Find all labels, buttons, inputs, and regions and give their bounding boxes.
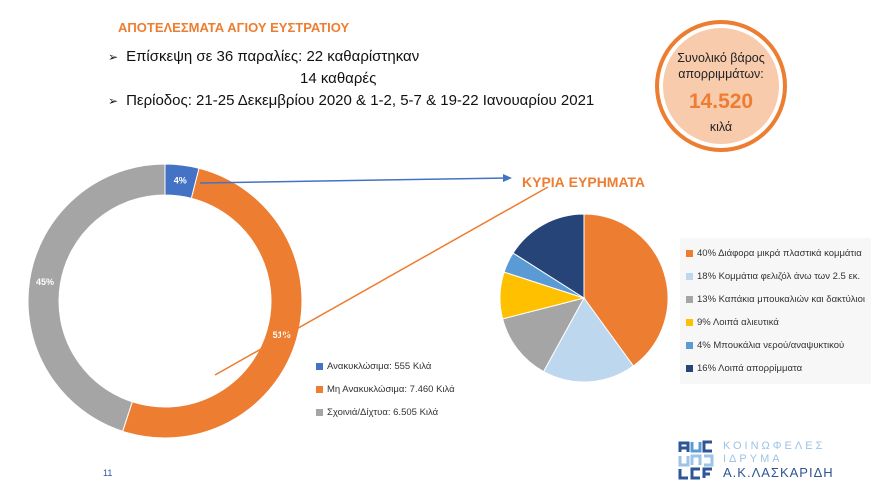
total-value: 14.520 [688,90,754,113]
legend-item: 9% Λοιπά αλιευτικά [686,311,865,334]
page-number: 11 [103,468,113,478]
logo-text: ΚΟΙΝΩΦΕΛΕΣ ΙΔΡΥΜΑ Α.Κ.ΛΑΣΚΑΡΙΔΗ [723,440,834,479]
legend-swatch [686,365,693,372]
legend-label: 16% Λοιπά απορρίμματα [697,363,803,374]
pie-slice-0 [583,213,669,367]
donut-slice-2 [27,163,166,432]
findings-title: ΚΥΡΙΑ ΕΥΡΗΜΑΤΑ [522,174,646,190]
pie-slice-5 [512,213,585,299]
legend-label: 18% Κομμάτια φελιζόλ άνω των 2.5 εκ. [697,271,861,282]
logo-line-2: ΙΔΡΥΜΑ [723,453,783,465]
legend-swatch [686,319,693,326]
legend-swatch [686,296,693,303]
legend-item: 13% Καπάκια μπουκαλιών και δακτύλιοι [686,288,865,311]
pie-legend: 40% Διάφορα μικρά πλαστικά κομμάτια 18% Κ… [680,238,872,384]
arrow-bullet-icon: ➢ [108,94,119,108]
legend-item: Μη Ανακυκλώσιμα: 7.460 Κιλά [316,378,455,401]
legend-swatch [316,363,323,370]
legend-swatch [316,386,323,393]
logo-mark-icon [678,440,714,480]
bullet-period: ➢ Περίοδος: 21-25 Δεκεμβρίου 2020 & 1-2, … [108,92,594,109]
arrow-bullet-icon: ➢ [108,50,119,64]
donut-chart: 4% 51% 45% [27,163,303,439]
total-weight-badge: Συνολικό βάρος απορριμμάτων: 14.520 κιλά [655,20,787,152]
pie-slice-2 [502,297,585,373]
bullet-visit-text: Επίσκεψη σε 36 παραλίες: 22 καθαρίστηκαν [126,48,420,65]
legend-swatch [686,342,693,349]
legend-item: 4% Μπουκάλια νερού/αναψυκτικού [686,334,865,357]
legend-item: 40% Διάφορα μικρά πλαστικά κομμάτια [686,242,865,265]
logo-line-3: Α.Κ.ΛΑΣΚΑΡΙΔΗ [723,465,834,480]
bullet-visit-2: 14 καθαρές [300,70,377,87]
legend-label: Μη Ανακυκλώσιμα: 7.460 Κιλά [327,384,455,395]
bullet-period-text: Περίοδος: 21-25 Δεκεμβρίου 2020 & 1-2, 5… [126,92,595,109]
legend-label: 13% Καπάκια μπουκαλιών και δακτύλιοι [697,294,866,305]
legend-swatch [316,409,323,416]
pie-chart [499,213,669,383]
legend-swatch [686,250,693,257]
legend-item: 16% Λοιπά απορρίμματα [686,357,865,380]
legend-item: 18% Κομμάτια φελιζόλ άνω των 2.5 εκ. [686,265,865,288]
legend-item: Σχοινιά/Δίχτυα: 6.505 Κιλά [316,401,455,424]
legend-label: Σχοινιά/Δίχτυα: 6.505 Κιλά [327,407,439,418]
logo: ΚΟΙΝΩΦΕΛΕΣ ΙΔΡΥΜΑ Α.Κ.ΛΑΣΚΑΡΙΔΗ [678,440,833,485]
donut-data-label: 51% [273,330,291,340]
donut-data-label: 4% [174,175,187,185]
connector-arrowhead [503,174,512,182]
donut-legend: Ανακυκλώσιμα: 555 Κιλά Μη Ανακυκλώσιμα: 7… [316,355,455,424]
slide-title: ΑΠΟΤΕΛΕΣΜΑΤΑ ΑΓΙΟΥ ΕΥΣΤΡΑΤΙΟΥ [118,20,350,35]
legend-item: Ανακυκλώσιμα: 555 Κιλά [316,355,455,378]
legend-swatch [686,273,693,280]
connector-blue [199,177,509,184]
legend-label: 4% Μπουκάλια νερού/αναψυκτικού [697,340,845,351]
connector-orange [214,186,549,376]
donut-data-label: 45% [36,277,54,287]
legend-label: 40% Διάφορα μικρά πλαστικά κομμάτια [697,248,862,259]
logo-line-1: ΚΟΙΝΩΦΕΛΕΣ [723,440,826,452]
donut-slice-1 [122,167,303,439]
bullet-visit: ➢ Επίσκεψη σε 36 παραλίες: 22 καθαρίστηκα… [108,48,419,65]
pie-slice-1 [542,297,635,383]
legend-label: 9% Λοιπά αλιευτικά [697,317,779,328]
legend-label: Ανακυκλώσιμα: 555 Κιλά [327,361,432,372]
total-unit: κιλά [709,120,733,134]
total-label: Συνολικό βάρος απορριμμάτων: [677,51,765,81]
